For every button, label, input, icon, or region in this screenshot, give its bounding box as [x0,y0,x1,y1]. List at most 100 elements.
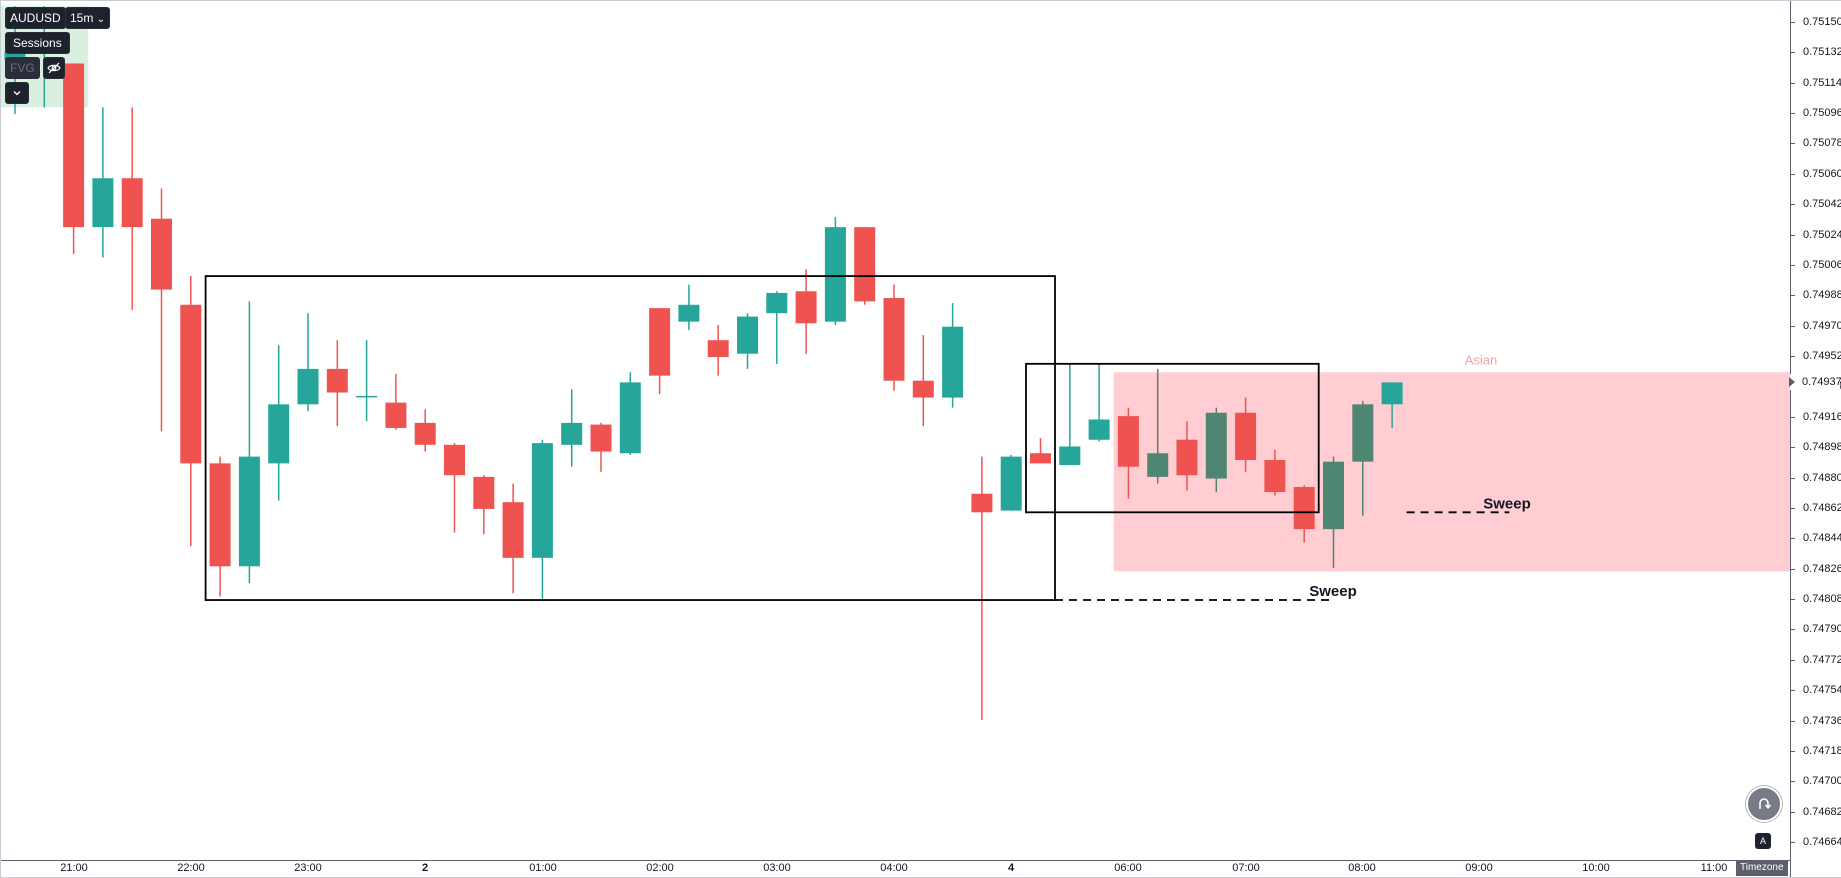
auto-scale-icon: A [1759,836,1766,846]
price-tick-mark [1791,811,1795,813]
candle-body[interactable] [180,304,202,464]
candle-body[interactable] [1030,453,1051,464]
candlestick-chart[interactable]: Asian Sweep Sweep [1,1,1790,860]
candle-body[interactable] [1352,404,1374,462]
candle-body[interactable] [4,51,26,61]
candle-body[interactable] [678,304,700,322]
timezone-button[interactable]: Timezone [1736,860,1788,876]
candle-body[interactable] [971,493,993,513]
auto-scale-button[interactable]: A [1755,833,1771,849]
price-tick-mark [1791,22,1795,23]
price-tick-mark [1791,538,1795,540]
candle-body[interactable] [1176,439,1198,476]
chevron-down-icon: ⌄ [96,14,106,25]
price-tick-label: 0.75078 [1803,137,1841,150]
candle-body[interactable] [414,422,436,445]
candle-body[interactable] [1088,419,1110,440]
candle-body[interactable] [1381,382,1403,405]
candle-body[interactable] [1059,446,1081,466]
candle-body[interactable] [824,227,846,322]
replay-icon [1759,798,1772,810]
candle-body[interactable] [531,443,553,558]
price-tick-label: 0.74898 [1803,441,1841,454]
candle-body[interactable] [209,463,231,567]
time-axis[interactable]: 21:00 22:00 23:00 2 01:00 02:00 03:00 04:00 4 06:… [1,860,1790,877]
current-price-arrow-icon [1789,377,1795,388]
candle-body[interactable] [649,308,671,376]
candle-body[interactable] [854,227,876,302]
price-tick-mark [1791,690,1795,692]
price-tick-label: 0.75096 [1803,107,1841,120]
price-tick-label: 0.74844 [1803,532,1841,545]
price-tick-mark [1791,629,1795,631]
price-tick-label: 0.74736 [1803,714,1841,727]
candle-body[interactable] [92,178,114,228]
timezone-label: Timezone [1740,862,1784,873]
candle-body[interactable] [1293,486,1315,530]
candle-body[interactable] [385,402,407,428]
candle-body[interactable] [766,292,788,314]
candle-body[interactable] [1205,412,1227,479]
candle-body[interactable] [1117,416,1139,467]
interval-button[interactable]: 15m ⌄ [65,7,111,29]
chevron-down-icon [13,91,21,96]
candle-body[interactable] [444,444,465,476]
price-tick-label: 0.74880 [1803,471,1841,484]
candle-body[interactable] [707,340,729,358]
price-tick-label: 0.75060 [1803,167,1841,180]
time-tick-label: 01:00 [529,862,557,874]
candle-body[interactable] [356,395,378,398]
candle-body[interactable] [590,424,612,452]
price-axis[interactable]: 0.75150 0.75132 0.75114 0.75096 0.75078 0.750… [1790,1,1841,877]
candle-body[interactable] [121,178,143,228]
price-tick-mark [1791,659,1795,661]
price-tick-label: 0.75042 [1803,198,1841,211]
sessions-indicator-label[interactable]: Sessions [5,32,70,54]
price-tick-label: 0.75132 [1803,46,1841,59]
candle-body[interactable] [238,456,260,567]
candle-body[interactable] [326,368,348,393]
candle-body[interactable] [1264,459,1286,493]
candle-body[interactable] [473,476,495,509]
price-tick-mark [1791,356,1795,358]
price-tick-label: 0.74754 [1803,684,1841,697]
price-tick-label: 0.75150 [1803,16,1841,28]
candle-body[interactable] [1147,453,1169,477]
candle-body[interactable] [1235,412,1257,460]
candle-body[interactable] [63,63,85,228]
symbol-button[interactable]: AUDUSD [5,7,66,29]
time-tick-label: 04:00 [880,862,908,874]
price-tick-mark [1791,82,1795,84]
candle-body[interactable] [297,368,319,405]
candle-body[interactable] [912,380,934,398]
price-tick-label: 0.74664 [1803,836,1841,848]
price-tick-mark [1791,750,1795,752]
price-tick-label: 0.74682 [1803,805,1841,818]
candle-body[interactable] [795,291,817,324]
candle-body[interactable] [737,316,758,354]
expand-indicators-button[interactable] [5,82,29,104]
price-tick-label: 0.74862 [1803,501,1841,514]
replay-button[interactable] [1746,786,1782,822]
candle-body[interactable] [502,502,524,558]
symbol-label: AUDUSD [10,11,61,25]
price-tick-mark [1791,720,1795,722]
candle-body[interactable] [942,326,964,398]
candle-body[interactable] [268,404,290,464]
chart-pane[interactable]: Asian Sweep Sweep [1,1,1790,860]
candle-body[interactable] [561,422,583,445]
range-rectangle[interactable] [1025,362,1320,514]
candle-body[interactable] [1323,461,1344,530]
price-tick-label: 0.74700 [1803,775,1841,788]
hide-indicator-button[interactable] [43,57,65,79]
candle-body[interactable] [619,382,641,454]
price-tick-mark [1791,234,1795,236]
candle-body[interactable] [151,218,172,290]
candle-body[interactable] [1000,456,1022,511]
candle-body[interactable] [883,298,905,381]
fvg-indicator-label[interactable]: FVG [5,57,40,79]
time-tick-label: 02:00 [646,862,674,874]
price-tick-mark [1791,507,1795,509]
range-rectangle[interactable] [204,275,1056,601]
price-tick-mark [1791,204,1795,206]
